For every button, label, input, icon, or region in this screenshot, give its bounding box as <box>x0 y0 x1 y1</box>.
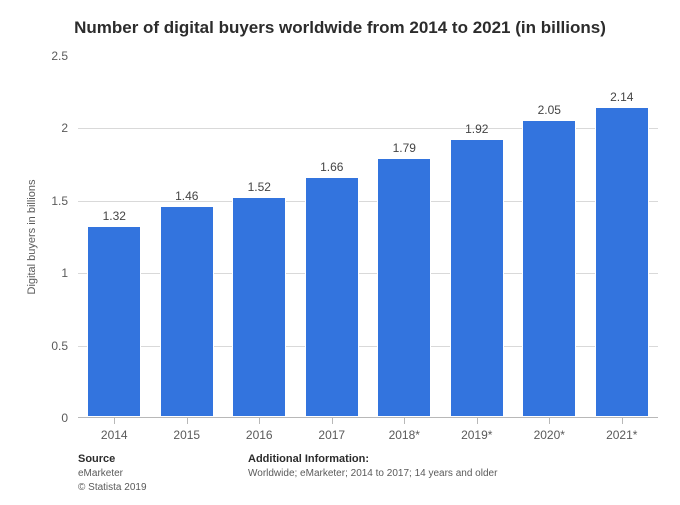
x-tick-mark <box>332 418 333 424</box>
source-line: eMarketer <box>78 467 248 481</box>
x-tick-label: 2021* <box>606 428 637 442</box>
bar-value-label: 1.66 <box>306 160 358 174</box>
x-tick-mark <box>622 418 623 424</box>
x-tick-label: 2015 <box>173 428 200 442</box>
x-tick-label: 2016 <box>246 428 273 442</box>
x-tick-mark <box>477 418 478 424</box>
bar-value-label: 2.14 <box>596 90 648 104</box>
x-tick-label: 2018* <box>389 428 420 442</box>
y-tick-label: 1.5 <box>51 194 68 208</box>
footer-additional: Additional Information: Worldwide; eMark… <box>248 452 658 495</box>
y-tick-label: 2 <box>61 121 68 135</box>
x-tick-label: 2017 <box>318 428 345 442</box>
bar-value-label: 1.52 <box>233 180 285 194</box>
bar-value-label: 1.32 <box>88 209 140 223</box>
bar-value-label: 1.92 <box>451 122 503 136</box>
x-tick-label: 2020* <box>534 428 565 442</box>
bar: 1.52 <box>232 197 286 417</box>
additional-text: Worldwide; eMarketer; 2014 to 2017; 14 y… <box>248 467 658 481</box>
bar: 2.05 <box>522 120 576 417</box>
bar-value-label: 2.05 <box>523 103 575 117</box>
additional-heading: Additional Information: <box>248 452 658 467</box>
chart-plot-area: 00.511.522.51.3220141.4620151.5220161.66… <box>78 56 658 418</box>
bar-value-label: 1.46 <box>161 189 213 203</box>
source-line: © Statista 2019 <box>78 481 248 495</box>
source-heading: Source <box>78 452 248 467</box>
y-tick-label: 1 <box>61 266 68 280</box>
bar: 1.46 <box>160 206 214 417</box>
y-axis-label: Digital buyers in billions <box>26 180 38 295</box>
bar: 2.14 <box>595 107 649 417</box>
bar: 1.79 <box>377 158 431 417</box>
bar-value-label: 1.79 <box>378 141 430 155</box>
chart-footer: Source eMarketer © Statista 2019 Additio… <box>78 452 658 495</box>
footer-source: Source eMarketer © Statista 2019 <box>78 452 248 495</box>
x-tick-mark <box>549 418 550 424</box>
x-tick-label: 2014 <box>101 428 128 442</box>
bar: 1.66 <box>305 177 359 417</box>
bar: 1.92 <box>450 139 504 417</box>
y-tick-label: 0 <box>61 411 68 425</box>
x-tick-mark <box>404 418 405 424</box>
x-tick-mark <box>259 418 260 424</box>
x-tick-mark <box>187 418 188 424</box>
bar: 1.32 <box>87 226 141 417</box>
y-tick-label: 2.5 <box>51 49 68 63</box>
y-tick-label: 0.5 <box>51 339 68 353</box>
x-tick-mark <box>114 418 115 424</box>
x-tick-label: 2019* <box>461 428 492 442</box>
chart-title: Number of digital buyers worldwide from … <box>0 18 680 38</box>
